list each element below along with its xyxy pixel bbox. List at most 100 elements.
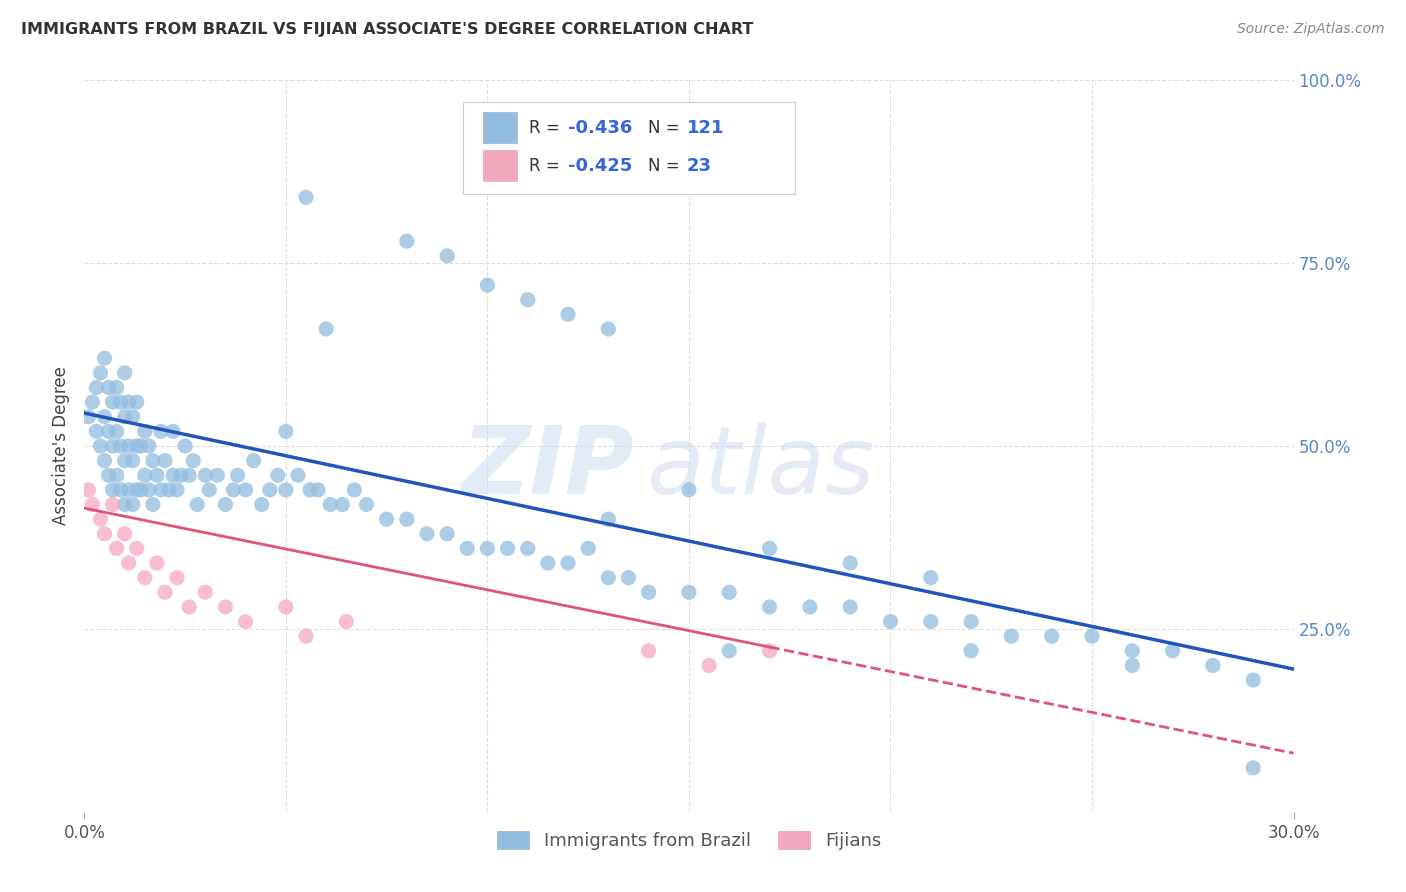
Point — [138, 439, 160, 453]
Point — [146, 556, 169, 570]
Point — [110, 439, 132, 453]
Point — [101, 483, 124, 497]
Point — [134, 425, 156, 439]
Point — [118, 556, 141, 570]
Point — [146, 468, 169, 483]
Point — [86, 425, 108, 439]
Point — [105, 425, 128, 439]
Point — [758, 599, 780, 614]
Point — [179, 599, 201, 614]
Point — [166, 571, 188, 585]
Point — [477, 541, 499, 556]
Point — [299, 483, 322, 497]
Point — [1121, 644, 1143, 658]
Point — [153, 453, 176, 467]
Point — [129, 439, 152, 453]
Point — [114, 526, 136, 541]
Point — [598, 571, 620, 585]
Point — [194, 585, 217, 599]
Point — [105, 468, 128, 483]
Point — [576, 541, 599, 556]
Point — [89, 439, 111, 453]
Point — [101, 395, 124, 409]
Point — [335, 615, 357, 629]
Point — [879, 615, 901, 629]
Point — [242, 453, 264, 467]
Point — [121, 409, 143, 424]
Point — [557, 556, 579, 570]
Text: N =: N = — [648, 157, 685, 175]
Text: atlas: atlas — [647, 423, 875, 514]
Point — [134, 571, 156, 585]
Point — [799, 599, 821, 614]
Point — [758, 644, 780, 658]
Text: ZIP: ZIP — [461, 422, 634, 514]
Point — [125, 483, 148, 497]
Point — [259, 483, 281, 497]
Point — [121, 453, 143, 467]
Point — [395, 512, 418, 526]
Point — [1081, 629, 1104, 643]
Point — [207, 468, 229, 483]
Point — [307, 483, 329, 497]
Point — [1202, 658, 1225, 673]
Point — [1241, 673, 1264, 687]
Point — [235, 615, 257, 629]
Point — [436, 526, 458, 541]
Text: IMMIGRANTS FROM BRAZIL VS FIJIAN ASSOCIATE'S DEGREE CORRELATION CHART: IMMIGRANTS FROM BRAZIL VS FIJIAN ASSOCIA… — [21, 22, 754, 37]
Text: R =: R = — [529, 157, 565, 175]
Point — [174, 439, 197, 453]
Point — [315, 322, 337, 336]
Point — [395, 234, 418, 248]
Point — [496, 541, 519, 556]
Point — [758, 541, 780, 556]
Point — [125, 439, 148, 453]
Point — [157, 483, 180, 497]
Point — [960, 644, 983, 658]
Point — [162, 468, 184, 483]
Bar — [484, 112, 517, 144]
Point — [142, 453, 165, 467]
Point — [186, 498, 208, 512]
Point — [162, 425, 184, 439]
Point — [222, 483, 245, 497]
Point — [839, 556, 862, 570]
Point — [121, 498, 143, 512]
Point — [82, 395, 104, 409]
Point — [678, 483, 700, 497]
Point — [214, 599, 236, 614]
Point — [1121, 658, 1143, 673]
Point — [920, 571, 942, 585]
Point — [149, 483, 172, 497]
Point — [839, 599, 862, 614]
Point — [920, 615, 942, 629]
Point — [330, 498, 353, 512]
Point — [226, 468, 249, 483]
Point — [274, 599, 297, 614]
Point — [598, 322, 620, 336]
Point — [295, 190, 318, 204]
Point — [86, 380, 108, 394]
Point — [153, 585, 176, 599]
Point — [179, 468, 201, 483]
Point — [170, 468, 193, 483]
Point — [97, 468, 120, 483]
Point — [97, 380, 120, 394]
Point — [235, 483, 257, 497]
Point — [697, 658, 720, 673]
Point — [274, 483, 297, 497]
Point — [118, 483, 141, 497]
Point — [516, 541, 538, 556]
Point — [125, 541, 148, 556]
Point — [114, 498, 136, 512]
Point — [138, 483, 160, 497]
Point — [77, 409, 100, 424]
Text: Source: ZipAtlas.com: Source: ZipAtlas.com — [1237, 22, 1385, 37]
Point — [718, 644, 741, 658]
Point — [89, 512, 111, 526]
Point — [93, 409, 115, 424]
Point — [129, 483, 152, 497]
Point — [1241, 761, 1264, 775]
Text: R =: R = — [529, 119, 565, 136]
Point — [516, 293, 538, 307]
